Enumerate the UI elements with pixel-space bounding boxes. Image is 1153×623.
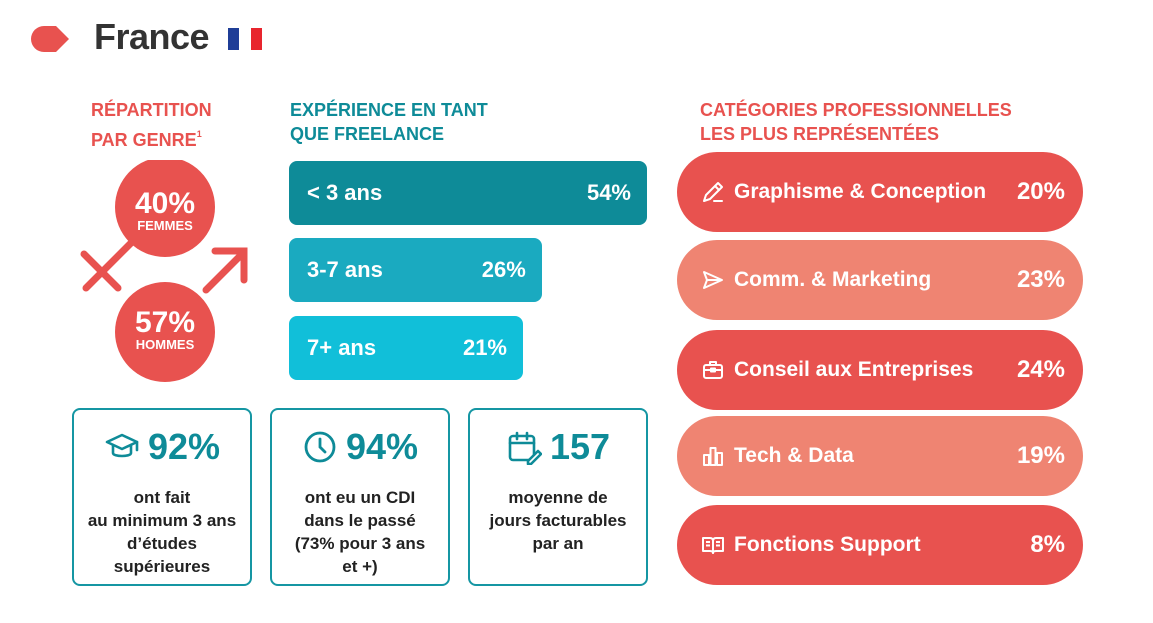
experience-bar-value: 26% xyxy=(481,257,526,282)
categories-title-line2: LES PLUS REPRÉSENTÉES xyxy=(700,124,940,144)
experience-bar-label: < 3 ans xyxy=(307,180,383,205)
categories-section-title: CATÉGORIES PROFESSIONNELLES LES PLUS REP… xyxy=(700,98,1012,146)
pen-ruler-icon xyxy=(703,182,723,202)
experience-bar-value: 21% xyxy=(462,335,507,360)
page-title: France xyxy=(94,16,210,57)
venus-stem xyxy=(82,238,136,292)
categories-title-line1: CATÉGORIES PROFESSIONNELLES xyxy=(700,100,1012,120)
mars-stem xyxy=(202,250,246,294)
send-icon xyxy=(703,271,723,289)
france-flag-icon xyxy=(228,28,262,50)
category-value: 19% xyxy=(1016,442,1065,469)
experience-bar-value: 54% xyxy=(586,180,631,205)
category-label: Tech & Data xyxy=(734,444,854,467)
stat-card-cdi: 94% ont eu un CDI dans le passé (73% pou… xyxy=(270,408,450,586)
stat-value-days: 157 xyxy=(549,426,611,467)
experience-bar-2: 7+ ans 21% xyxy=(289,316,523,380)
stat-card-studies: 92% ont fait au minimum 3 ans d’études s… xyxy=(72,408,252,586)
men-label: HOMMES xyxy=(136,337,195,352)
category-value: 24% xyxy=(1016,356,1065,383)
calendar-icon xyxy=(508,431,542,465)
header-tag-shape xyxy=(31,26,69,52)
stat-desc-studies: ont fait au minimum 3 ans d’études supér… xyxy=(87,488,237,576)
experience-title-line2: QUE FREELANCE xyxy=(290,124,445,144)
category-value: 23% xyxy=(1016,266,1065,293)
book-icon xyxy=(702,537,724,554)
stat-desc-cdi: ont eu un CDI dans le passé (73% pour 3 … xyxy=(294,488,426,576)
category-value: 20% xyxy=(1016,178,1065,205)
graduation-cap-icon xyxy=(105,433,139,458)
category-pill-tech: Tech & Data 19% xyxy=(677,416,1083,496)
category-label: Comm. & Marketing xyxy=(734,268,932,291)
gender-section-title: RÉPARTITION PAR GENRE1 xyxy=(91,98,212,152)
mars-arrowhead xyxy=(211,247,248,284)
experience-title-line1: EXPÉRIENCE EN TANT xyxy=(290,100,488,120)
category-pill-conseil: Conseil aux Entreprises 24% xyxy=(677,330,1083,410)
category-pill-support: Fonctions Support 8% xyxy=(677,505,1083,585)
women-label: FEMMES xyxy=(137,218,193,233)
category-pill-marketing: Comm. & Marketing 23% xyxy=(677,240,1083,320)
clock-icon xyxy=(304,431,336,463)
women-pct: 40% xyxy=(135,187,195,220)
men-pct: 57% xyxy=(135,306,195,339)
stat-value-cdi: 94% xyxy=(345,426,419,467)
gender-title-line1: RÉPARTITION xyxy=(91,100,212,120)
venus-cross xyxy=(80,250,122,292)
gender-footnote: 1 xyxy=(196,129,202,139)
category-label: Fonctions Support xyxy=(734,533,921,556)
stat-card-days: 157 moyenne de jours facturables par an xyxy=(468,408,648,586)
category-value: 8% xyxy=(1030,531,1065,558)
stat-desc-days: moyenne de jours facturables par an xyxy=(489,488,627,553)
bar-chart-icon xyxy=(703,447,723,466)
gender-symbol-graphic: 40% FEMMES 57% HOMMES xyxy=(80,160,248,382)
category-label: Graphisme & Conception xyxy=(734,180,987,203)
men-circle xyxy=(115,282,215,382)
experience-bar-label: 7+ ans xyxy=(307,335,377,360)
stat-value-studies: 92% xyxy=(147,426,221,467)
experience-section-title: EXPÉRIENCE EN TANT QUE FREELANCE xyxy=(290,98,488,146)
experience-bar-0: < 3 ans 54% xyxy=(289,161,647,225)
women-circle xyxy=(115,160,215,257)
category-label: Conseil aux Entreprises xyxy=(734,358,974,381)
category-pill-graphisme: Graphisme & Conception 20% xyxy=(677,152,1083,232)
briefcase-icon xyxy=(703,361,723,379)
experience-bar-label: 3-7 ans xyxy=(307,257,383,282)
gender-title-line2: PAR GENRE xyxy=(91,130,197,150)
experience-bar-1: 3-7 ans 26% xyxy=(289,238,542,302)
